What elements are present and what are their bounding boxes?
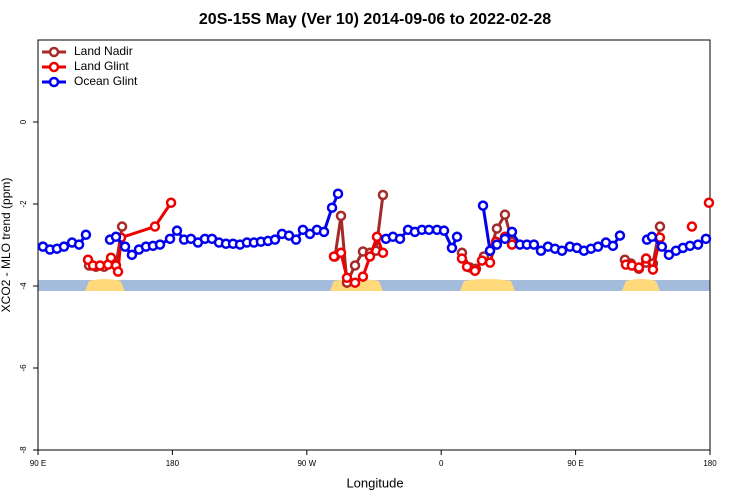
y-tick-label: 0 [19, 119, 28, 124]
legend-marker [48, 76, 60, 88]
x-tick-label: 90 E [30, 459, 46, 468]
point [318, 226, 330, 238]
x-tick-label: 90 W [297, 459, 316, 468]
legend-marker [48, 46, 60, 58]
point [456, 253, 468, 264]
point [703, 197, 715, 209]
point [700, 233, 712, 245]
point [126, 249, 138, 261]
point [341, 272, 353, 284]
point [633, 262, 645, 273]
point [506, 226, 518, 238]
point [80, 229, 92, 240]
y-tick-label: -2 [19, 200, 28, 208]
legend-label: Land Nadir [74, 44, 133, 58]
point [171, 225, 183, 236]
point [556, 245, 568, 256]
point [646, 231, 658, 243]
point [438, 225, 450, 236]
point [149, 221, 161, 232]
x-tick-label: 180 [703, 459, 717, 468]
point [335, 247, 347, 259]
x-axis-label: Longitude [346, 475, 403, 490]
point [656, 241, 668, 252]
point [377, 189, 389, 201]
point [58, 241, 70, 252]
y-tick-label: -4 [19, 282, 28, 290]
point [164, 233, 176, 245]
point [357, 271, 369, 282]
point [377, 247, 389, 259]
point [165, 197, 177, 209]
point [491, 239, 503, 250]
point [119, 241, 131, 252]
point [94, 260, 106, 271]
point [692, 239, 704, 250]
point [607, 240, 619, 252]
point [269, 234, 281, 245]
point [335, 210, 347, 222]
land-region [85, 279, 125, 291]
legend-label: Ocean Glint [74, 74, 138, 88]
point [446, 242, 458, 254]
point [154, 239, 166, 250]
point [116, 221, 128, 232]
point [349, 260, 361, 271]
point [73, 239, 85, 250]
point [592, 241, 604, 252]
legend-label: Land Glint [74, 59, 129, 73]
point [349, 277, 361, 288]
chart-title: 20S-15S May (Ver 10) 2014-09-06 to 2022-… [199, 11, 551, 28]
point [394, 233, 406, 245]
point [614, 230, 626, 241]
point [290, 234, 302, 245]
point [684, 240, 696, 252]
land-region [460, 279, 515, 291]
x-tick-label: 0 [439, 459, 444, 468]
point [484, 245, 496, 256]
point [364, 251, 376, 262]
point [528, 239, 540, 250]
point [647, 264, 659, 275]
point [491, 223, 503, 234]
legend-marker [48, 61, 60, 73]
point [499, 209, 511, 220]
point [423, 224, 435, 236]
point [499, 233, 511, 245]
land-region [621, 279, 660, 291]
point [110, 231, 122, 243]
y-tick-label: -6 [19, 364, 28, 372]
point [469, 265, 481, 277]
point [484, 257, 496, 268]
point [461, 261, 473, 272]
x-tick-label: 90 E [567, 459, 583, 468]
point [451, 231, 463, 243]
point [640, 253, 652, 264]
point [476, 255, 488, 266]
point [326, 202, 338, 213]
point [332, 188, 344, 199]
x-tick-label: 180 [166, 459, 180, 468]
y-tick-label: -8 [19, 446, 28, 454]
point [105, 252, 117, 263]
y-axis-label: XCO2 - MLO trend (ppm) [0, 178, 13, 313]
point [477, 200, 489, 211]
point [686, 221, 698, 232]
point [112, 266, 124, 277]
point [654, 221, 666, 232]
point [371, 231, 383, 243]
